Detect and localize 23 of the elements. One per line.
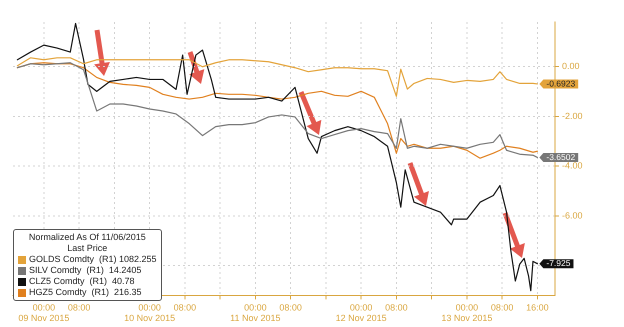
- legend-label: SILV Comdty (R1) 14.2405: [29, 265, 142, 276]
- x-tick-label: 00:00 10 Nov 2015: [124, 302, 176, 324]
- legend-label: GOLDS Comdty (R1) 1082.255: [29, 254, 157, 265]
- x-tick-label: 08:00: [279, 302, 302, 312]
- legend-label: HGZ5 Comdty (R1) 216.35: [29, 287, 142, 298]
- x-tick-label: 08:00: [490, 302, 514, 312]
- x-tick-label: 00:00 09 Nov 2015: [18, 302, 70, 324]
- x-tick-label: 00:00 11 Nov 2015: [230, 302, 281, 324]
- x-tick-label: 08:00: [385, 302, 408, 312]
- data-label: -3.6502: [546, 152, 576, 162]
- y-tick-label: -4.00: [562, 160, 583, 171]
- x-tick-label: 16:00: [526, 302, 549, 312]
- legend-label: CLZ5 Comdty (R1) 40.78: [29, 276, 135, 287]
- x-tick-label: 00:00 13 Nov 2015: [441, 302, 492, 324]
- x-tick-label: 08:00: [174, 302, 196, 312]
- x-tick-label: 08:00: [68, 302, 90, 312]
- data-label: -0.6923: [546, 78, 576, 88]
- y-tick-label: -6.00: [562, 210, 583, 220]
- y-tick-label: -2.00: [562, 110, 583, 121]
- y-tick-label: 0.00: [562, 61, 580, 72]
- x-tick-label: 00:00 12 Nov 2015: [336, 302, 387, 324]
- data-label: -7.925: [546, 258, 571, 268]
- legend-title: Normalized As Of 11/06/2015 Last Price: [28, 232, 147, 254]
